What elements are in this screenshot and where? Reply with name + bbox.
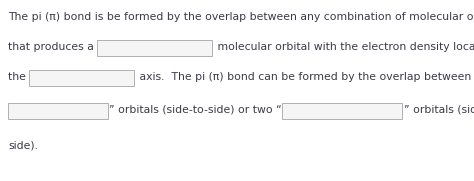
Text: that produces a: that produces a xyxy=(8,42,97,52)
Text: The pi (π) bond is be formed by the overlap between any combination of molecular: The pi (π) bond is be formed by the over… xyxy=(8,12,474,22)
Text: ” orbitals (side-to-: ” orbitals (side-to- xyxy=(404,105,474,115)
Bar xyxy=(97,40,212,56)
Text: axis.  The pi (π) bond can be formed by the overlap between two “: axis. The pi (π) bond can be formed by t… xyxy=(136,72,474,82)
Bar xyxy=(8,103,108,119)
Text: side).: side). xyxy=(8,140,38,150)
Text: ” orbitals (side-to-side) or two “: ” orbitals (side-to-side) or two “ xyxy=(109,105,282,115)
Bar xyxy=(29,70,134,86)
Bar xyxy=(282,103,402,119)
Text: the: the xyxy=(8,72,29,82)
Text: molecular orbital with the electron density located off: molecular orbital with the electron dens… xyxy=(214,42,474,52)
